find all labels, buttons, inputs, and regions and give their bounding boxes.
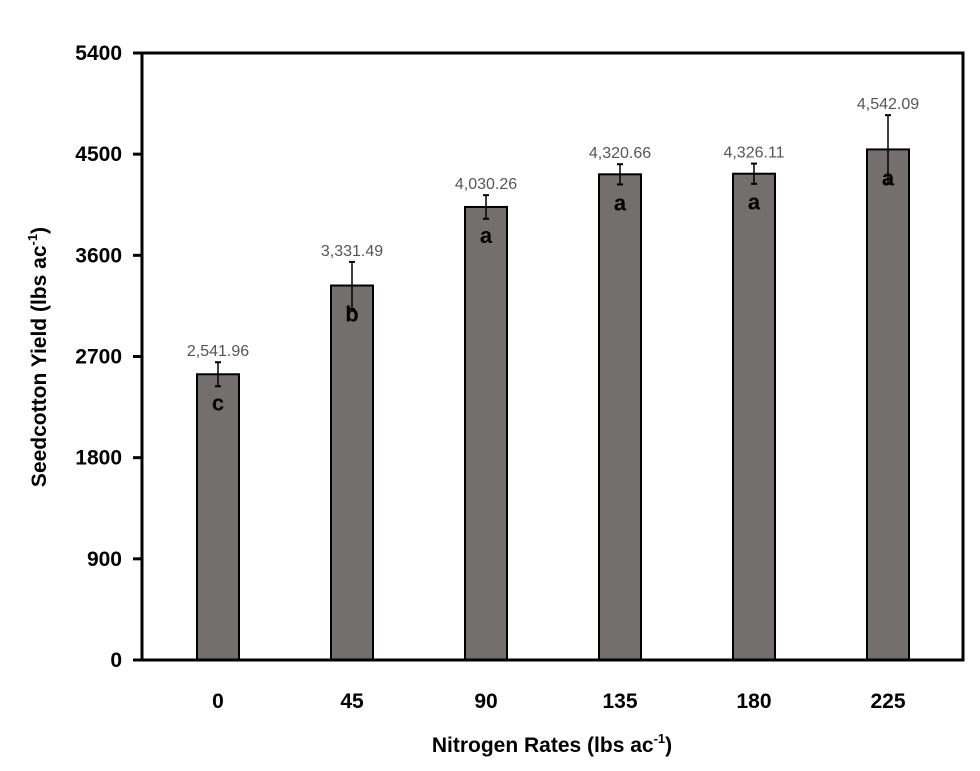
data-label: 4,030.26 <box>455 176 517 193</box>
significance-letter: c <box>212 390 224 415</box>
significance-letter: a <box>480 223 493 248</box>
data-label: 2,541.96 <box>187 343 249 360</box>
x-axis-label: Nitrogen Rates (lbs ac-1) <box>432 731 672 757</box>
plot-frame <box>140 51 965 662</box>
x-tick-label: 90 <box>474 690 497 713</box>
x-tick-label: 45 <box>340 690 364 713</box>
data-label: 4,320.66 <box>589 145 651 162</box>
y-tick-label: 900 <box>87 548 122 571</box>
y-tick-label: 0 <box>110 649 122 672</box>
bar <box>330 284 374 661</box>
significance-letter: a <box>748 190 761 215</box>
bar <box>598 173 642 661</box>
bar <box>464 205 508 661</box>
data-label: 4,326.11 <box>723 145 784 162</box>
x-tick-label: 135 <box>602 690 637 713</box>
significance-letter: a <box>614 190 627 215</box>
y-tick-label: 1800 <box>75 447 122 470</box>
y-tick-label: 3600 <box>75 244 122 267</box>
data-label: 4,542.09 <box>857 96 919 113</box>
x-tick-label: 225 <box>870 690 905 713</box>
bar <box>732 172 776 661</box>
x-tick-label: 0 <box>212 690 224 713</box>
y-tick-label: 5400 <box>75 42 122 65</box>
data-label: 3,331.49 <box>321 243 383 260</box>
bar <box>866 148 910 662</box>
y-tick-label: 4500 <box>75 143 122 166</box>
y-axis-label: Seedcotton Yield (lbs ac-1) <box>25 227 51 487</box>
bar <box>196 373 240 661</box>
x-tick-label: 180 <box>736 690 771 713</box>
y-tick-label: 2700 <box>75 346 122 369</box>
significance-letter: b <box>345 302 358 327</box>
significance-letter: a <box>882 165 895 190</box>
